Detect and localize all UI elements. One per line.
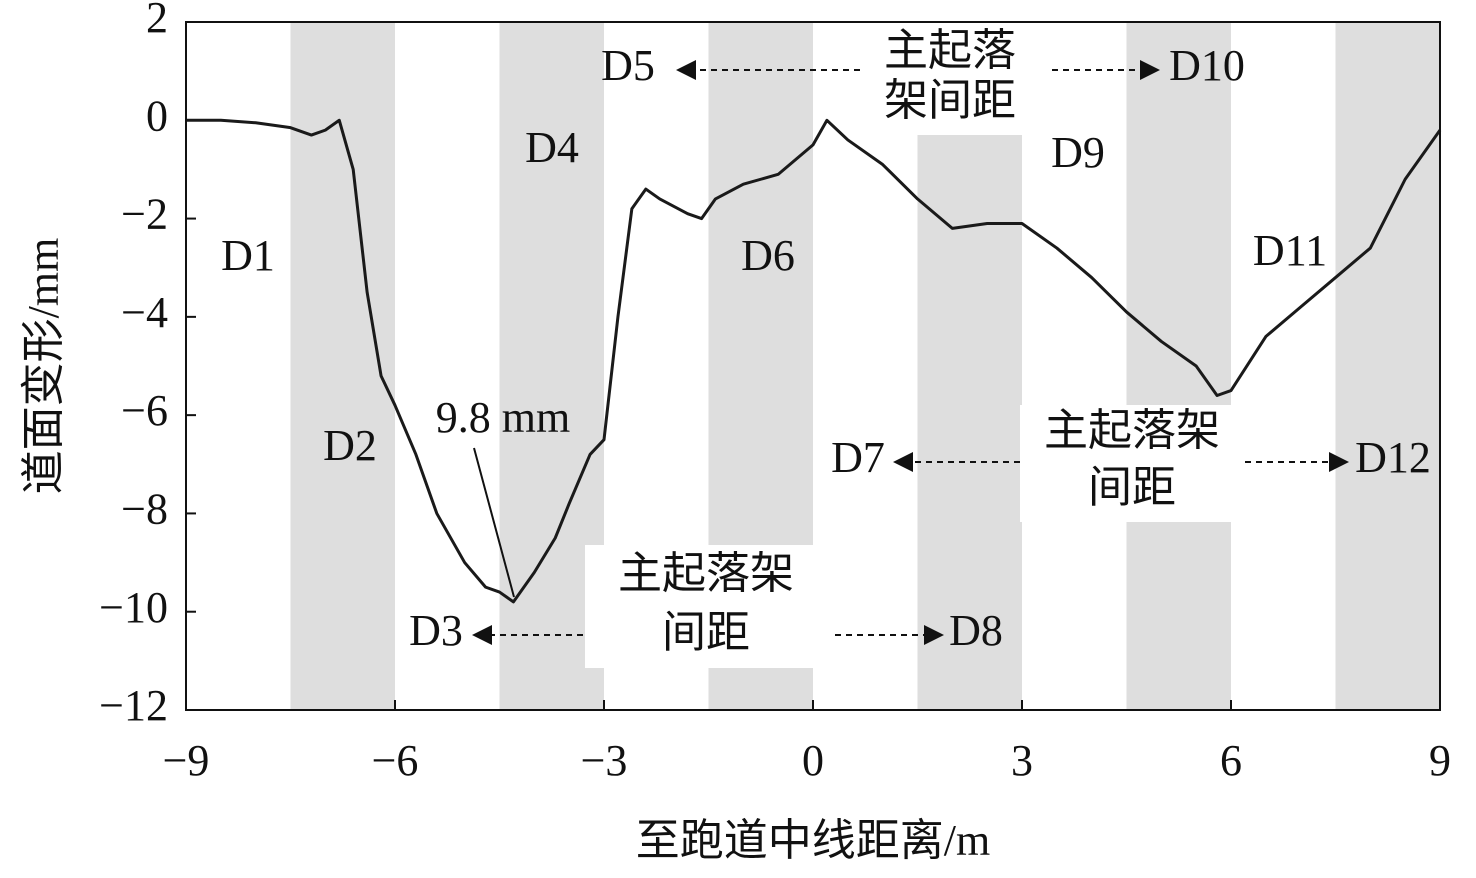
y-tick-label: −10 xyxy=(99,583,168,632)
shaded-region xyxy=(917,22,1022,710)
x-tick-label: 9 xyxy=(1429,736,1451,785)
spacing-note: 主起落架 xyxy=(618,549,794,598)
x-tick-label: −3 xyxy=(581,736,628,785)
plot-frame xyxy=(185,21,1441,711)
y-tick-label: −6 xyxy=(121,386,168,435)
region-label: D8 xyxy=(949,606,1003,655)
shaded-region xyxy=(1335,22,1440,710)
y-tick-label: −2 xyxy=(121,190,168,239)
x-tick-label: −9 xyxy=(163,736,210,785)
note-box xyxy=(585,545,813,668)
spacing-note: 主起落架 xyxy=(1044,406,1220,455)
y-tick-label: 2 xyxy=(146,0,168,42)
x-tick-label: 6 xyxy=(1220,736,1242,785)
y-tick-label: −8 xyxy=(121,485,168,534)
spacing-note: 间距 xyxy=(1088,463,1176,512)
y-tick-label: 0 xyxy=(146,91,168,140)
region-label: D3 xyxy=(409,606,463,655)
region-label: D12 xyxy=(1355,433,1431,482)
region-label: D10 xyxy=(1169,41,1245,90)
spacing-note: 间距 xyxy=(662,608,750,657)
note-box xyxy=(860,20,1040,135)
shaded-region xyxy=(1126,22,1231,710)
x-axis-label: 至跑道中线距离/m xyxy=(636,816,990,865)
x-tick-label: −6 xyxy=(372,736,419,785)
region-label: D1 xyxy=(221,231,275,280)
spacing-note: 架间距 xyxy=(884,76,1016,125)
data-line xyxy=(186,118,1442,604)
region-label: D11 xyxy=(1253,226,1327,275)
x-tick-label: 0 xyxy=(802,736,824,785)
region-label: D4 xyxy=(525,123,579,172)
region-label: D6 xyxy=(741,231,795,280)
spacing-note: 主起落 xyxy=(884,26,1016,75)
note-box xyxy=(1020,405,1232,522)
y-tick-label: −12 xyxy=(99,681,168,730)
region-label: D2 xyxy=(323,421,377,470)
region-label: D9 xyxy=(1051,128,1105,177)
peak-pointer xyxy=(473,447,515,598)
region-label: D5 xyxy=(601,41,655,90)
y-tick-label: −4 xyxy=(121,288,168,337)
x-tick-label: 3 xyxy=(1011,736,1033,785)
peak-annotation: 9.8 mm xyxy=(436,393,570,442)
region-label: D7 xyxy=(831,433,885,482)
y-axis-label: 道面变形/mm xyxy=(19,238,68,495)
